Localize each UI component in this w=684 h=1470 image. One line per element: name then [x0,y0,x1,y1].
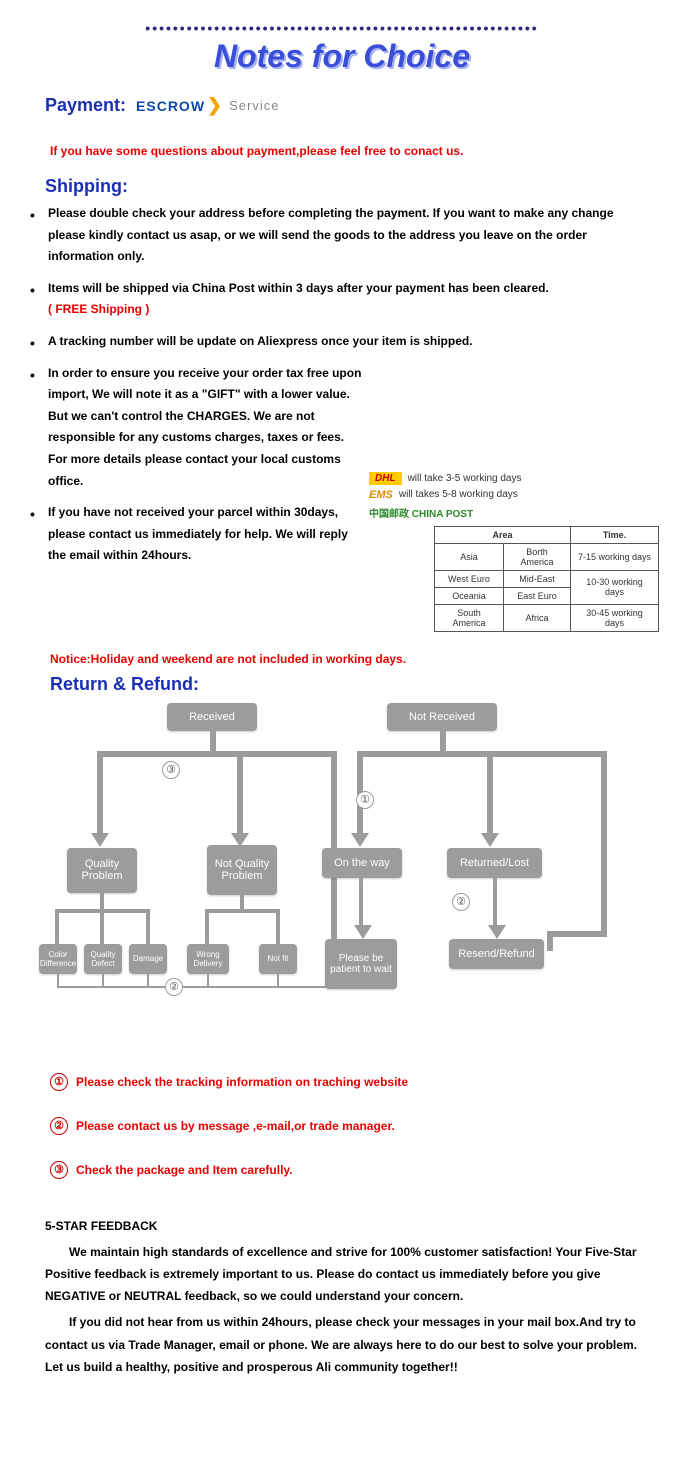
conn [276,909,280,944]
note-num-1: ① [50,1073,68,1091]
fc-resend: Resend/Refund [449,939,544,969]
conn [100,893,104,909]
conn [440,731,446,751]
conn [547,931,553,951]
conn [277,974,279,986]
shipping-list: Please double check your address before … [15,203,669,567]
main-title: Notes for Choice [15,38,669,75]
conn [102,974,104,986]
feedback-title: 5-STAR FEEDBACK [45,1219,669,1233]
cell: Africa [503,604,570,631]
arrow-icon [91,833,109,847]
conn [205,909,209,944]
conn [97,751,103,836]
dotted-decor: ••••••••••••••••••••••••••••••••••••••••… [15,20,669,36]
note-2: ② Please contact us by message ,e-mail,o… [50,1117,669,1135]
fc-received: Received [167,703,257,731]
conn [57,986,337,988]
conn [146,909,150,944]
fc-onway: On the way [322,848,402,878]
cell: 10-30 working days [570,570,658,604]
bullet-5: If you have not received your parcel wit… [30,502,654,567]
conn [210,731,216,751]
conn [147,974,149,986]
cell: Mid-East [503,570,570,587]
bullet-3: A tracking number will be update on Alie… [30,331,654,353]
arrow-icon [351,833,369,847]
escrow-service: Service [229,98,279,113]
conn [205,909,280,913]
shipping-header: Shipping: [45,176,669,197]
return-header: Return & Refund: [50,674,669,695]
circle-2b: ② [452,893,470,911]
escrow-logo: ESCROW ❯ Service [136,95,279,116]
notes-list: ① Please check the tracking information … [50,1073,669,1179]
payment-header: Payment: ESCROW ❯ Service [45,95,669,116]
bullet-1: Please double check your address before … [30,203,654,268]
cell: Oceania [435,587,504,604]
conn [57,974,59,986]
arrow-icon [488,925,506,939]
conn [487,751,493,836]
note-text-1: Please check the tracking information on… [76,1075,408,1089]
bullet-4: In order to ensure you receive your orde… [30,363,654,493]
conn [357,751,607,757]
page: ••••••••••••••••••••••••••••••••••••••••… [0,0,684,1408]
table-row: West Euro Mid-East 10-30 working days [435,570,659,587]
cell: South America [435,604,504,631]
note-num-2: ② [50,1117,68,1135]
escrow-arrow-icon: ❯ [207,95,223,116]
fc-color-diff: Color Difference [39,944,77,974]
note-3: ③ Check the package and Item carefully. [50,1161,669,1179]
return-flowchart: Received Not Received ③ Quality Problem … [37,703,657,1033]
fc-quality: Quality Problem [67,848,137,893]
note-text-3: Check the package and Item carefully. [76,1163,293,1177]
fc-damage: Damage [129,944,167,974]
payment-label: Payment: [45,95,126,116]
conn [55,909,59,944]
conn [493,878,497,928]
cell: West Euro [435,570,504,587]
fc-defect: Quality Defect [84,944,122,974]
circle-1: ① [356,791,374,809]
circle-2: ② [165,978,183,996]
fc-wait: Please be patient to wait [325,939,397,989]
fc-not-received: Not Received [387,703,497,731]
fc-not-quality: Not Quality Problem [207,845,277,895]
cell: 30-45 working days [570,604,658,631]
conn [100,909,104,944]
escrow-brand: ESCROW [136,98,205,114]
conn [97,751,337,757]
fc-notfit: Not fit [259,944,297,974]
conn [207,974,209,986]
bullet-2: Items will be shipped via China Post wit… [30,278,654,321]
note-1: ① Please check the tracking information … [50,1073,669,1091]
bullet-2-text: Items will be shipped via China Post wit… [48,281,549,295]
fc-wrong: Wrong Delivery [187,944,229,974]
fc-returned: Returned/Lost [447,848,542,878]
note-num-3: ③ [50,1161,68,1179]
conn [359,878,363,928]
conn [601,751,607,931]
payment-note: If you have some questions about payment… [50,144,669,158]
conn [240,895,244,909]
circle-3: ③ [162,761,180,779]
arrow-icon [354,925,372,939]
note-text-2: Please contact us by message ,e-mail,or … [76,1119,395,1133]
conn [237,751,243,836]
free-shipping: ( FREE Shipping ) [48,302,149,316]
arrow-icon [481,833,499,847]
conn [547,931,607,937]
table-row: South America Africa 30-45 working days [435,604,659,631]
feedback-p1: We maintain high standards of excellence… [45,1241,649,1308]
holiday-notice: Notice:Holiday and weekend are not inclu… [50,652,669,666]
feedback-p2: If you did not hear from us within 24hou… [45,1311,649,1378]
cell: East Euro [503,587,570,604]
